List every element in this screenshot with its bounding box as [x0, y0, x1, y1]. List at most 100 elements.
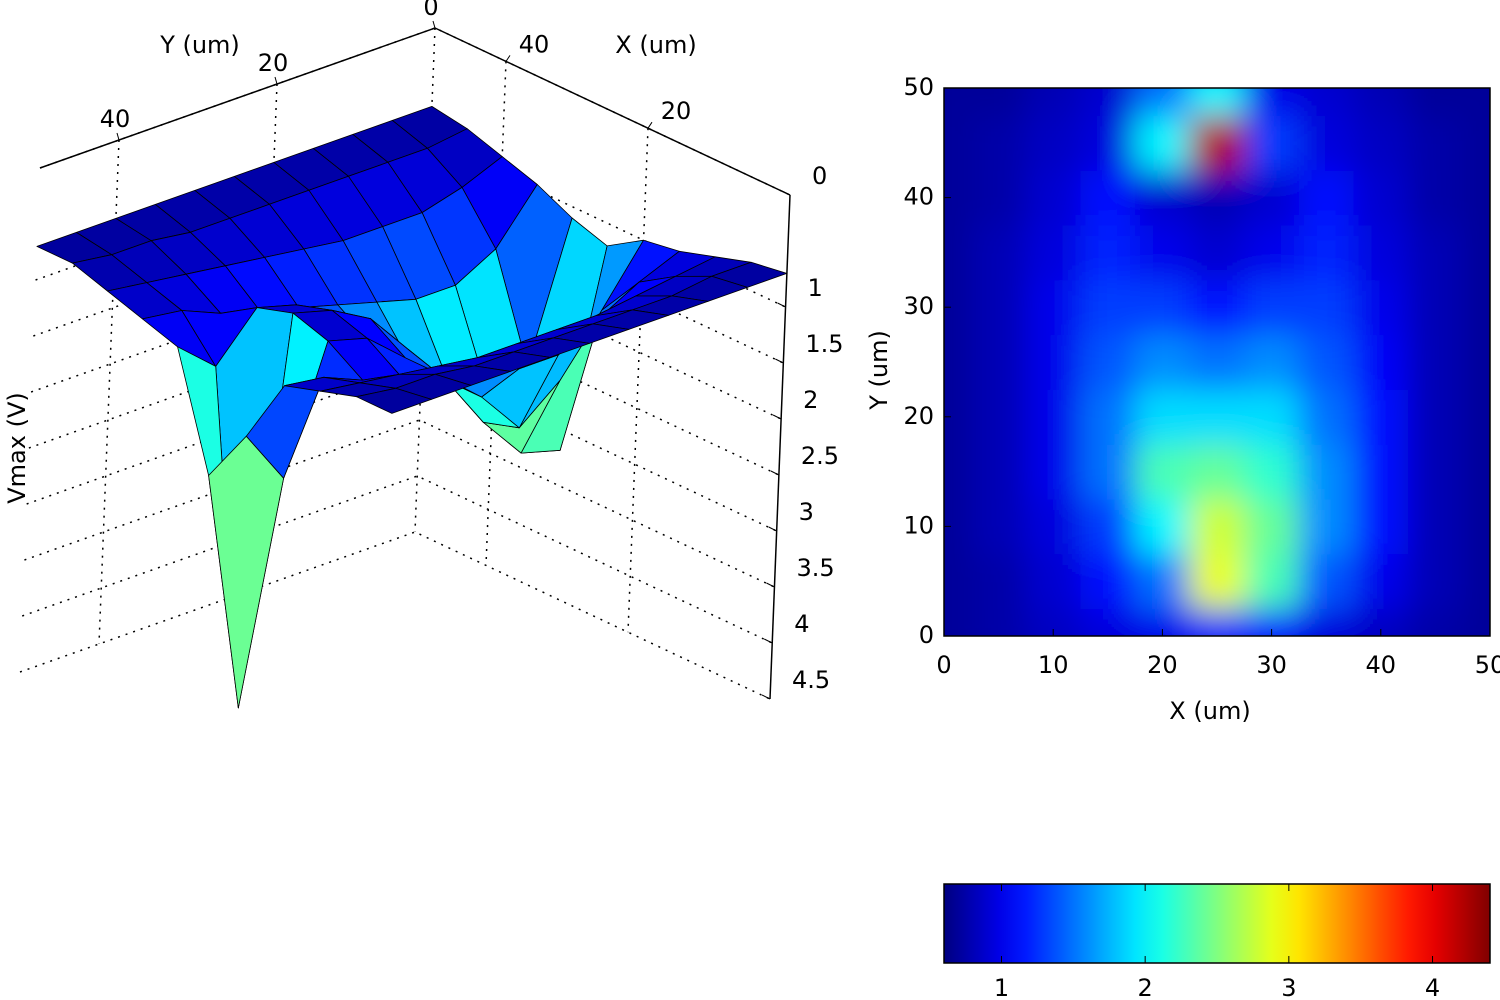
heat-cell — [1135, 279, 1191, 336]
heat-cell — [1244, 553, 1300, 610]
heat-cell — [1353, 334, 1409, 390]
heat-cell — [1298, 88, 1354, 116]
y-tick-label: 20 — [258, 49, 289, 77]
tick-mark — [505, 55, 511, 62]
heat-cell — [1353, 170, 1409, 226]
heat-cell — [1025, 88, 1081, 116]
tick-mark — [116, 132, 120, 141]
heat-cell — [971, 225, 1027, 281]
tick-mark — [772, 414, 782, 420]
heat-cell — [1408, 115, 1464, 171]
heat-cell — [971, 88, 1027, 116]
grid-line — [19, 531, 771, 700]
heat-cell — [1080, 115, 1136, 171]
heat-cell — [1462, 88, 1490, 116]
heat-cell — [971, 553, 1027, 610]
heat-cell — [1462, 225, 1490, 281]
colorbar-tick-label: 3 — [1281, 974, 1296, 1000]
heat-cell — [944, 608, 972, 636]
heat-cell — [1189, 389, 1245, 445]
y-axis-label: Y (um) — [865, 330, 893, 411]
x-tick-label: 0 — [936, 651, 951, 679]
heat-cell — [1025, 444, 1081, 500]
heat-cell — [1080, 608, 1136, 636]
heat-cell — [1025, 334, 1081, 390]
y-tick-label: 40 — [100, 105, 131, 133]
x-tick-label: 40 — [519, 30, 550, 58]
heat-cell — [1080, 334, 1136, 390]
heat-cell — [1353, 115, 1409, 171]
heat-cell — [1135, 334, 1191, 390]
heat-cell — [1353, 225, 1409, 281]
heat-cell — [944, 553, 972, 610]
heat-cell — [1135, 88, 1191, 116]
heat-cell — [1189, 553, 1245, 610]
grid-line — [98, 139, 120, 645]
grid-line — [627, 128, 649, 633]
z-tick-label: 4.5 — [792, 666, 830, 694]
heat-cell — [1080, 389, 1136, 445]
plot-frame — [943, 87, 1491, 637]
heat-cell — [1189, 334, 1245, 390]
heat-cell — [1298, 444, 1354, 500]
x-axis-label: X (um) — [615, 31, 696, 59]
heat-cell — [1189, 279, 1245, 336]
heat-cell — [971, 608, 1027, 636]
heat-cell — [1025, 389, 1081, 445]
z-axis-line — [769, 194, 791, 700]
heat-cell — [1353, 389, 1409, 445]
heatmap — [944, 88, 1490, 636]
x-tick-label: 30 — [1256, 651, 1287, 679]
tick-mark — [777, 302, 786, 308]
y-tick-label: 50 — [903, 73, 934, 101]
heat-cell — [971, 279, 1027, 336]
heat-cell — [1025, 279, 1081, 336]
colorbar-tick-label: 4 — [1425, 974, 1440, 1000]
heat-cell — [1189, 444, 1245, 500]
grid-line — [30, 251, 782, 420]
heat-cell — [1189, 608, 1245, 636]
y-tick-label: 20 — [903, 402, 934, 430]
heat-cell — [1462, 115, 1490, 171]
heat-cell — [1025, 115, 1081, 171]
heat-cell — [1080, 553, 1136, 610]
heat-cell — [1244, 334, 1300, 390]
heat-cell — [1408, 608, 1464, 636]
z-tick-label: 2 — [803, 386, 818, 414]
grid-line — [24, 419, 775, 588]
y-axis-label: Y (um) — [159, 31, 240, 59]
heat-cell — [1298, 279, 1354, 336]
y-tick-label: 0 — [919, 621, 934, 649]
heat-cell — [1244, 225, 1300, 281]
heat-cell — [971, 389, 1027, 445]
heat-cell — [1244, 170, 1300, 226]
tick-mark — [432, 20, 436, 29]
surface-plot: 0 1 1.5 2 2.5 3 3.5 4 4.5 20 40 0 20 40 — [19, 0, 844, 709]
heat-cell — [1135, 225, 1191, 281]
heat-cell — [1135, 499, 1191, 555]
heat-cell — [944, 88, 972, 116]
heat-cell — [1462, 553, 1490, 610]
heat-cell — [1408, 444, 1464, 500]
contour-plot — [944, 88, 1490, 636]
heat-cell — [1298, 499, 1354, 555]
y-tick-label: 40 — [903, 183, 934, 211]
heat-cell — [1298, 608, 1354, 636]
heat-cell — [1462, 334, 1490, 390]
heat-cell — [1189, 170, 1245, 226]
grid-line — [26, 363, 777, 532]
heat-cell — [1135, 389, 1191, 445]
heat-cell — [1353, 553, 1409, 610]
heat-cell — [1462, 499, 1490, 555]
heat-cell — [1462, 608, 1490, 636]
tick-mark — [775, 358, 784, 364]
y-tick-label: 30 — [903, 292, 934, 320]
grid-line — [21, 475, 773, 644]
y-tick-label: 10 — [903, 511, 934, 539]
heat-cell — [1135, 170, 1191, 226]
heat-cell — [1408, 170, 1464, 226]
colorbar-tick-label: 2 — [1138, 974, 1153, 1000]
heat-cell — [1408, 225, 1464, 281]
heat-cell — [1025, 170, 1081, 226]
heat-cell — [1408, 279, 1464, 336]
